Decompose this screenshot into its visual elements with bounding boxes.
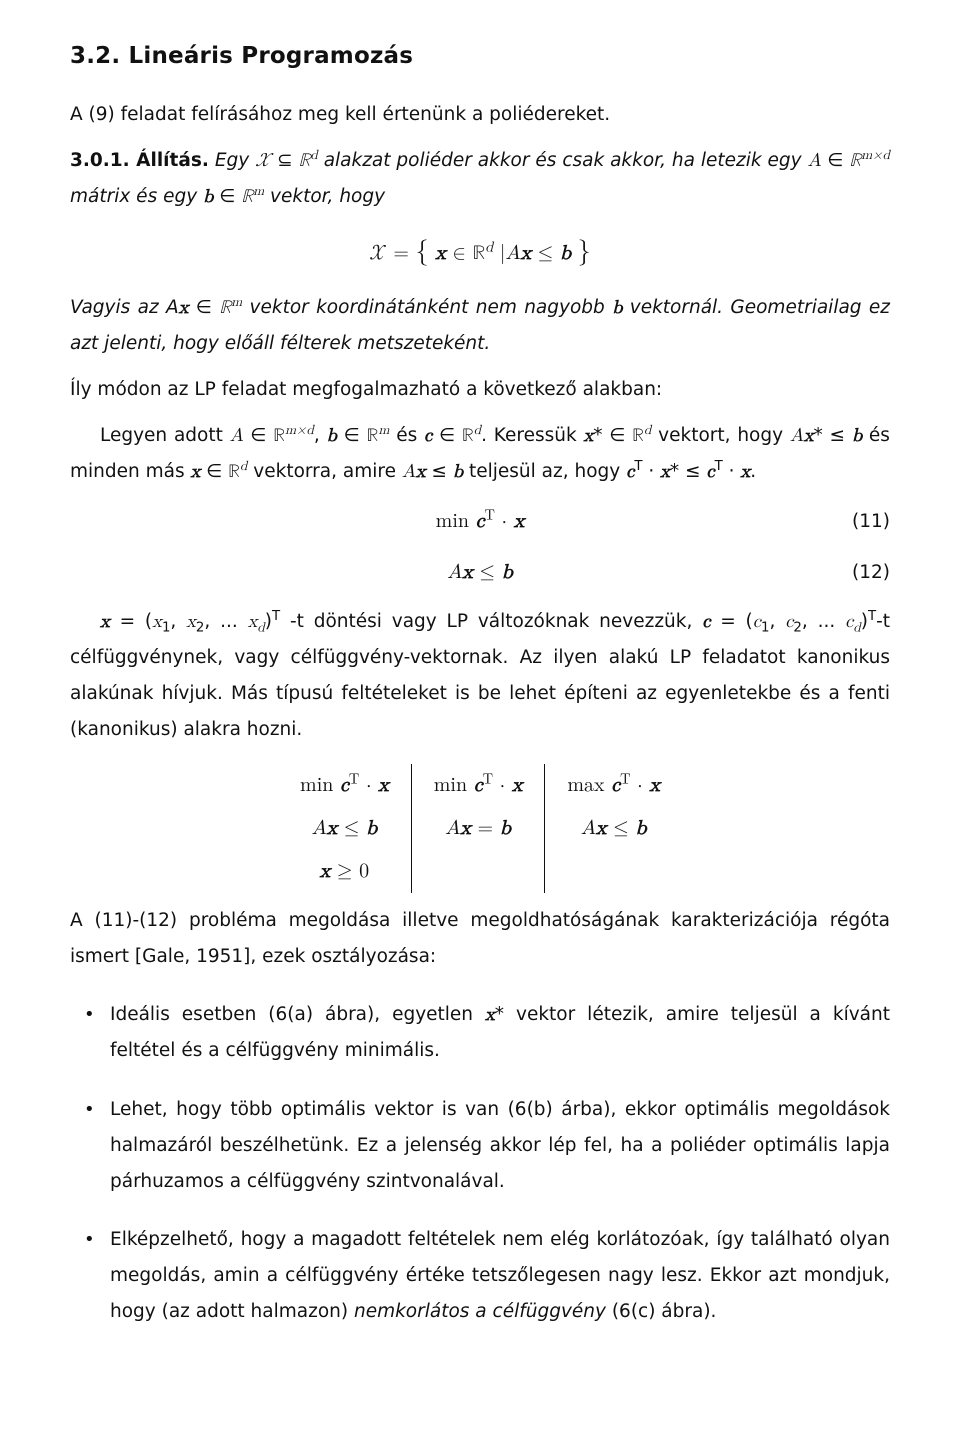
list-item: Ideális esetben (6(a) ábra), egyetlen x*… (96, 997, 890, 1069)
italic: nemkorlátos a célfüggvény (354, 1301, 606, 1322)
statement-note: Vagyis az Ax ∈ ℝm vektor koordinátánként… (70, 290, 890, 362)
display-eq-11: min cT · x (11) (70, 502, 890, 541)
cell: min cT · x (278, 764, 411, 807)
page: 3.2. Lineáris Programozás A (9) feladat … (0, 0, 960, 1412)
lp-forms-table: min cT · x min cT · x max cT · x Ax ≤ b … (278, 764, 682, 893)
paragraph-lp-form: Íly módon az LP feladat megfogalmazható … (70, 372, 890, 408)
table-row: min cT · x min cT · x max cT · x (278, 764, 682, 807)
cell: Ax = b (411, 807, 545, 850)
display-eq-12: Ax ≤ b (12) (70, 553, 890, 592)
eq-number-12: (12) (852, 555, 890, 591)
section-heading: 3.2. Lineáris Programozás (70, 34, 890, 79)
cell: x ≥ 0 (278, 850, 411, 893)
paragraph-lp-def: Legyen adott A ∈ ℝm×d, b ∈ ℝm és c ∈ ℝd.… (70, 418, 890, 490)
section-number: 3.2. (70, 43, 120, 69)
cell: Ax ≤ b (545, 807, 682, 850)
table-row: Ax ≤ b Ax = b Ax ≤ b (278, 807, 682, 850)
cell: max cT · x (545, 764, 682, 807)
cell: Ax ≤ b (278, 807, 411, 850)
section-title-text: Lineáris Programozás (129, 43, 414, 69)
statement-label: 3.0.1. Állítás. (70, 150, 209, 171)
cell: min cT · x (411, 764, 545, 807)
eq-number-11: (11) (852, 504, 890, 540)
cell (411, 850, 545, 893)
table-row: x ≥ 0 (278, 850, 682, 893)
cell (545, 850, 682, 893)
list-item: Elképzelhető, hogy a magadott feltételek… (96, 1222, 890, 1330)
paragraph-classification: A (11)-(12) probléma megoldása illetve m… (70, 903, 890, 975)
display-eq-polyhedron: 𝒳 = { x ∈ ℝd |Ax ≤ b } (70, 227, 890, 278)
paragraph-intro: A (9) feladat felírásához meg kell érten… (70, 97, 890, 133)
list-item: Lehet, hogy több optimális vektor is van… (96, 1092, 890, 1200)
bullet-list: Ideális esetben (6(a) ábra), egyetlen x*… (70, 997, 890, 1330)
paragraph-variables: x = (x1, x2, ... xd)T -t döntési vagy LP… (70, 604, 890, 748)
statement-301: 3.0.1. Állítás. Egy 𝒳 ⊆ ℝd alakzat polié… (70, 143, 890, 215)
